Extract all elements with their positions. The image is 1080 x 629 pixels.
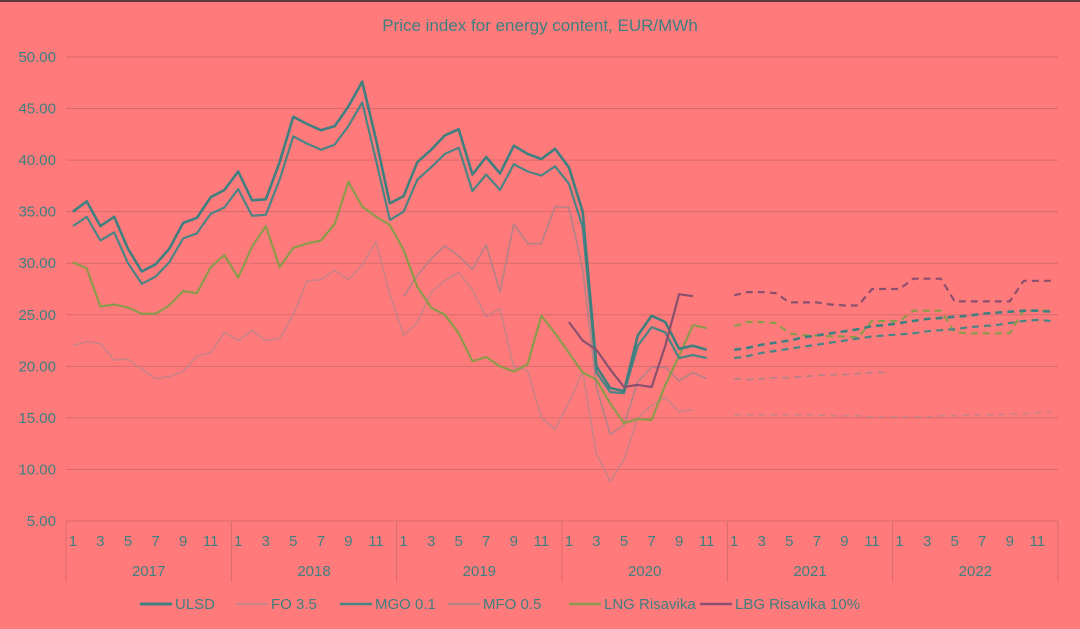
forecast-line-mgo-0-1	[734, 318, 1052, 360]
month-tick-label: 7	[151, 533, 159, 550]
month-tick-label: 11	[203, 533, 219, 550]
legend-label-mfo-0-5: MFO 0.5	[483, 596, 541, 613]
month-tick-label: 5	[124, 533, 132, 550]
month-tick-label: 1	[565, 533, 573, 550]
month-tick-label: 3	[96, 533, 104, 550]
series-line-fo-3-5	[72, 240, 694, 483]
month-tick-label: 11	[534, 533, 550, 550]
month-tick-label: 9	[1006, 533, 1014, 550]
chart-title: Price index for energy content, EUR/MWh	[382, 16, 698, 35]
month-tick-label: 7	[978, 533, 986, 550]
month-tick-label: 1	[234, 533, 242, 550]
series-line-ulsd	[72, 80, 708, 393]
month-tick-label: 7	[813, 533, 821, 550]
month-tick-label: 11	[699, 533, 715, 550]
y-tick-label: 25.00	[18, 307, 56, 324]
year-label: 2021	[793, 563, 826, 580]
year-label: 2019	[463, 563, 496, 580]
legend-label-mgo-0-1: MGO 0.1	[375, 596, 436, 613]
y-axis: 50.00 45.00 40.00 35.00 30.00 25.00 20.00 15.00…	[18, 49, 56, 530]
month-tick-label: 1	[730, 533, 738, 550]
month-tick-label: 11	[864, 533, 880, 550]
month-tick-label: 1	[399, 533, 407, 550]
series-line-lng-risavika	[72, 180, 707, 425]
y-tick-label: 45.00	[18, 101, 56, 118]
legend-label-ulsd: ULSD	[175, 596, 215, 613]
month-tick-label: 3	[758, 533, 766, 550]
series-line-lbg-risavika-10	[568, 293, 694, 389]
month-tick-label: 7	[482, 533, 490, 550]
year-label: 2022	[959, 563, 992, 580]
window-top-border	[0, 0, 1080, 2]
month-tick-label: 3	[592, 533, 600, 550]
month-tick-label: 5	[950, 533, 958, 550]
legend: ULSD FO 3.5 MGO 0.1 MFO 0.5 LNG Risavika LBG …	[140, 596, 860, 613]
month-tick-label: 7	[317, 533, 325, 550]
year-label: 2018	[297, 563, 330, 580]
y-tick-label: 50.00	[18, 49, 56, 66]
series-line-mgo-0-1	[72, 101, 707, 395]
year-label: 2020	[628, 563, 661, 580]
month-tick-label: 7	[647, 533, 655, 550]
y-tick-label: 5.00	[27, 513, 56, 530]
y-tick-label: 20.00	[18, 358, 56, 375]
legend-label-fo-3-5: FO 3.5	[271, 596, 317, 613]
forecast-line-mfo-0-5	[734, 371, 886, 381]
forecast-line-lbg-risavika-10	[733, 277, 1052, 307]
month-tick-label: 11	[1030, 533, 1046, 550]
month-tick-label: 3	[262, 533, 270, 550]
y-tick-label: 40.00	[18, 152, 56, 169]
gridlines	[66, 56, 1058, 470]
series-lines	[72, 80, 1052, 483]
month-tick-label: 5	[620, 533, 628, 550]
month-tick-label: 9	[179, 533, 187, 550]
month-tick-label: 11	[368, 533, 384, 550]
month-tick-label: 5	[289, 533, 297, 550]
month-tick-label: 1	[895, 533, 903, 550]
month-tick-label: 9	[510, 533, 518, 550]
month-tick-label: 5	[785, 533, 793, 550]
legend-label-lbg-risavika-10: LBG Risavika 10%	[735, 596, 860, 613]
year-label: 2017	[132, 563, 165, 580]
y-tick-label: 15.00	[18, 410, 56, 427]
month-tick-label: 1	[69, 533, 77, 550]
forecast-line-ulsd	[734, 309, 1052, 352]
legend-label-lng-risavika: LNG Risavika	[604, 596, 696, 613]
series-line-mfo-0-5	[402, 205, 708, 436]
month-tick-label: 9	[344, 533, 352, 550]
y-tick-label: 35.00	[18, 204, 56, 221]
month-tick-label: 3	[427, 533, 435, 550]
month-tick-label: 5	[454, 533, 462, 550]
y-tick-label: 30.00	[18, 255, 56, 272]
month-tick-label: 9	[675, 533, 683, 550]
y-tick-label: 10.00	[18, 461, 56, 478]
month-tick-label: 9	[840, 533, 848, 550]
forecast-line-lng-risavika	[733, 309, 1052, 339]
month-tick-label: 3	[923, 533, 931, 550]
forecast-line-fo-3-5	[734, 411, 1052, 418]
